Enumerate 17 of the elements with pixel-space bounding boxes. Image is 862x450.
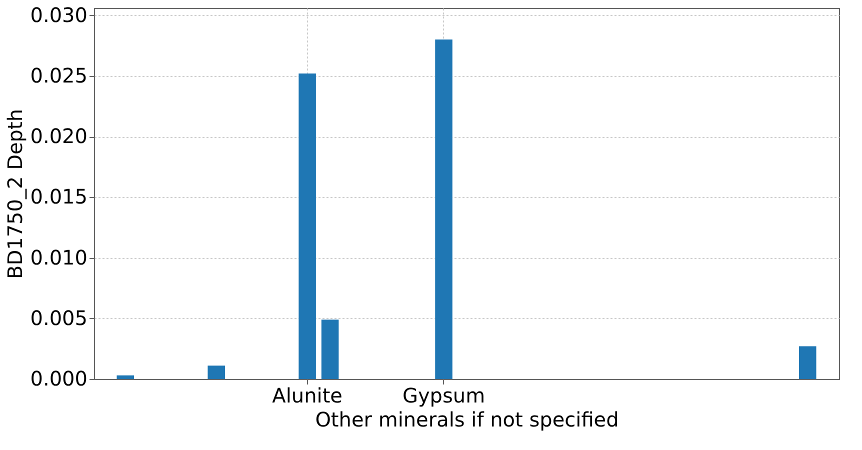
y-tick-label: 0.000 <box>30 366 88 390</box>
x-tick-label: Gypsum <box>402 384 486 408</box>
y-tick-label: 0.005 <box>30 306 88 330</box>
bar <box>435 40 452 379</box>
y-axis-title: BD1750_2 Depth <box>3 108 28 280</box>
bar <box>208 366 225 379</box>
y-tick-label: 0.020 <box>30 124 88 148</box>
bar <box>321 320 339 379</box>
x-tick-label: Alunite <box>272 384 342 408</box>
bar <box>116 375 134 379</box>
bar <box>298 73 316 379</box>
x-axis-title: Other minerals if not specified <box>315 408 619 432</box>
y-tick-label: 0.010 <box>30 245 88 270</box>
y-tick-label: 0.030 <box>30 2 88 27</box>
y-tick-label: 0.015 <box>30 184 88 209</box>
y-tick-label: 0.025 <box>30 63 88 88</box>
bar <box>798 346 816 379</box>
